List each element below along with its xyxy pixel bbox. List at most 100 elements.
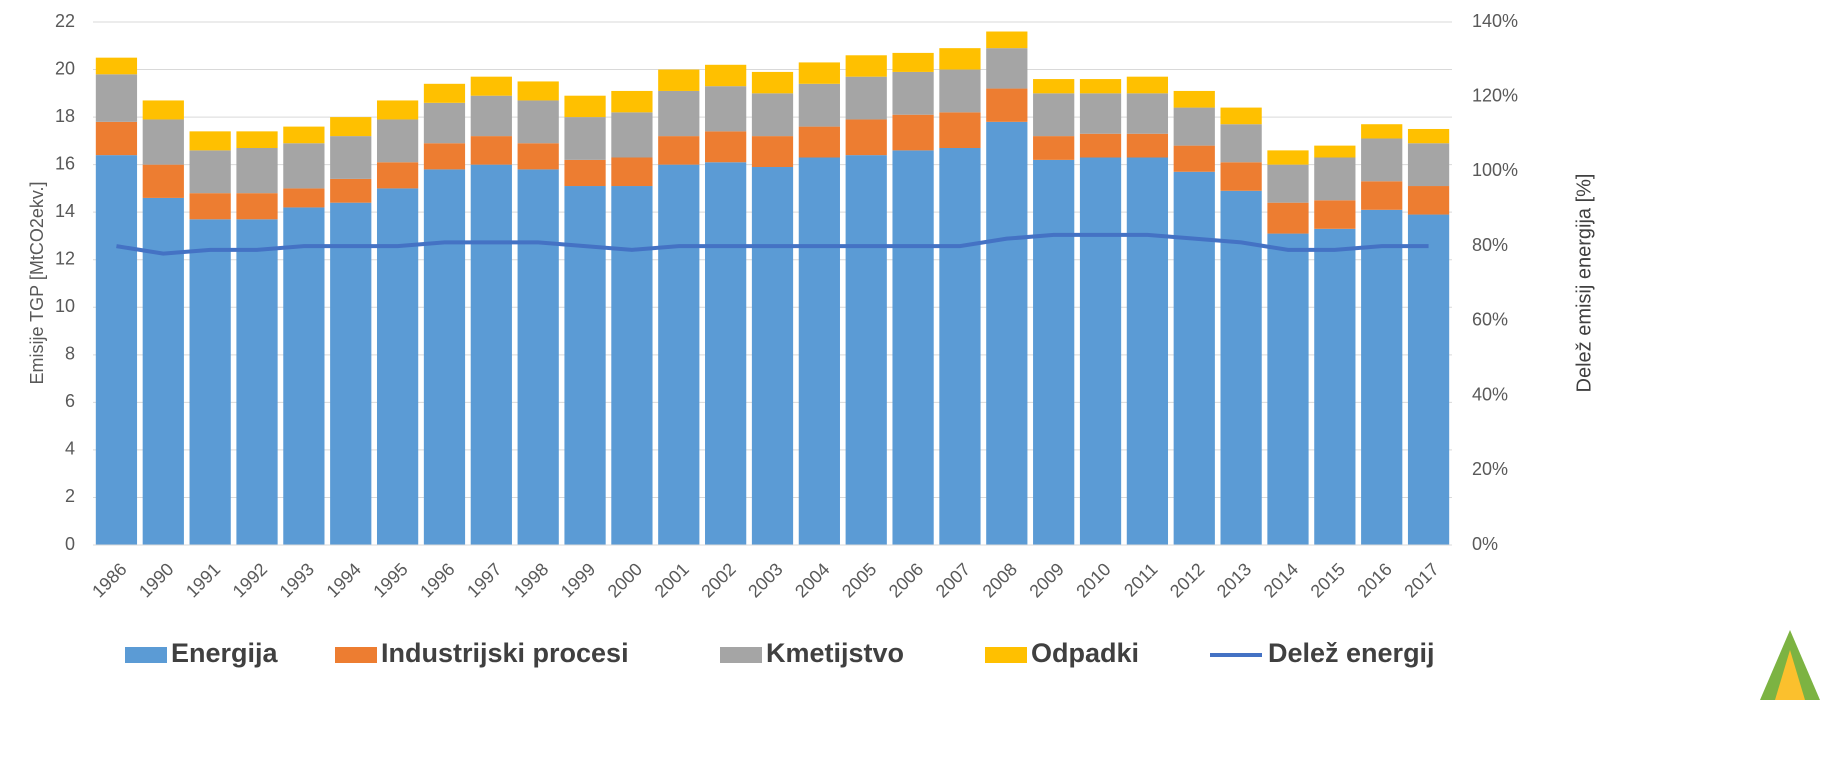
x-tick-label: 2003 <box>744 559 786 601</box>
x-tick-label: 2012 <box>1166 559 1208 601</box>
bar-segment <box>236 147 278 194</box>
x-tick-label: 2005 <box>838 559 880 601</box>
bar-segment <box>564 95 606 118</box>
y2-tick-label: 100% <box>1472 160 1518 180</box>
bar-segment <box>423 83 466 103</box>
bar-segment <box>330 178 372 203</box>
legend-swatch <box>335 647 377 663</box>
bar-segment <box>470 76 512 96</box>
bar-segment <box>705 162 747 545</box>
bar-segment <box>330 136 372 179</box>
y-tick-label: 16 <box>55 153 75 173</box>
bar-segment <box>1079 93 1122 134</box>
x-tick-label: 1992 <box>229 559 271 601</box>
bar-segment <box>1407 214 1450 546</box>
bar-segment <box>142 119 184 165</box>
bar-segment <box>1079 79 1122 94</box>
bar-segment <box>845 55 887 77</box>
y-tick-label: 14 <box>55 201 75 221</box>
bar-segment <box>423 169 466 545</box>
y-axis-title: Emisije TGP [MtCO2ekv.] <box>27 181 47 384</box>
bar-segment <box>751 167 794 545</box>
x-tick-label: 1990 <box>135 559 177 601</box>
bar-segment <box>939 48 981 70</box>
x-tick-label: 1994 <box>322 559 364 601</box>
bar-segment <box>564 186 606 546</box>
bar-segment <box>705 64 747 87</box>
bar-segment <box>892 71 934 115</box>
bar-segment <box>517 100 559 144</box>
x-tick-label: 2011 <box>1120 559 1162 601</box>
bar-segment <box>1079 133 1122 158</box>
bar-segment <box>611 157 653 187</box>
y2-tick-label: 80% <box>1472 235 1508 255</box>
bar-segment <box>611 90 653 113</box>
x-tick-label: 1998 <box>510 559 552 601</box>
bar-segment <box>798 83 840 127</box>
bar-segment <box>1220 107 1262 125</box>
bar-segment <box>1126 133 1169 158</box>
bar-segment <box>564 117 606 160</box>
legend-label: Odpadki <box>1031 638 1139 668</box>
bar-segment <box>1314 200 1356 229</box>
x-tick-label: 2017 <box>1400 559 1442 601</box>
bar-segment <box>1173 171 1215 545</box>
x-tick-label: 2008 <box>979 559 1021 601</box>
bar-segment <box>1173 145 1215 172</box>
legend-swatch <box>985 647 1027 663</box>
bar-segment <box>1033 79 1075 94</box>
y2-tick-label: 0% <box>1472 534 1498 554</box>
bar-segment <box>1314 157 1356 201</box>
bar-segment <box>236 193 278 220</box>
bar-segment <box>189 193 231 220</box>
y2-tick-label: 60% <box>1472 310 1508 330</box>
bar-segment <box>1407 186 1450 215</box>
bar-segment <box>1267 164 1309 203</box>
bar-segment <box>1361 181 1403 210</box>
y-tick-label: 22 <box>55 11 75 31</box>
bar-segment <box>564 159 606 187</box>
bar-segment <box>423 102 466 144</box>
x-tick-label: 1995 <box>369 559 411 601</box>
bar-segment <box>939 69 981 113</box>
y-tick-label: 0 <box>65 534 75 554</box>
bar-segment <box>751 93 794 137</box>
bar-segment <box>236 131 278 148</box>
x-tick-label: 2010 <box>1072 559 1114 601</box>
bar-segment <box>95 57 138 75</box>
y-tick-label: 6 <box>65 391 75 411</box>
y-tick-label: 12 <box>55 248 75 268</box>
bar-segment <box>1033 159 1075 545</box>
bar-segment <box>751 136 794 168</box>
x-tick-label: 1996 <box>416 559 458 601</box>
x-tick-label: 2006 <box>885 559 927 601</box>
x-tick-label: 1991 <box>182 559 224 601</box>
logo-inner <box>1775 650 1805 700</box>
bar-segment <box>611 186 653 546</box>
y2-axis-title: Delež emisij energija [%] <box>1573 174 1595 393</box>
x-tick-label: 2000 <box>604 559 646 601</box>
bar-segment <box>798 157 840 545</box>
legend-swatch <box>125 647 167 663</box>
x-tick-label: 2014 <box>1260 559 1302 601</box>
bar-segment <box>1173 107 1215 146</box>
bar-segment <box>658 90 700 137</box>
bar-segment <box>1079 157 1122 545</box>
bar-segment <box>142 100 184 120</box>
legend-label: Kmetijstvo <box>766 638 904 668</box>
bar-segment <box>1361 209 1403 545</box>
bar-segment <box>1314 145 1356 158</box>
bar-segment <box>1033 93 1075 137</box>
y-tick-label: 4 <box>65 439 75 459</box>
bar-segment <box>1126 93 1169 134</box>
bar-segment <box>1267 233 1309 545</box>
bar-segment <box>1407 128 1450 144</box>
bar-segment <box>376 162 419 189</box>
bar-segment <box>283 188 325 208</box>
bar-segment <box>986 48 1028 89</box>
bar-segment <box>1220 162 1262 191</box>
y-tick-label: 20 <box>55 58 75 78</box>
x-tick-label: 2002 <box>697 559 739 601</box>
legend-label: Industrijski procesi <box>381 638 629 668</box>
